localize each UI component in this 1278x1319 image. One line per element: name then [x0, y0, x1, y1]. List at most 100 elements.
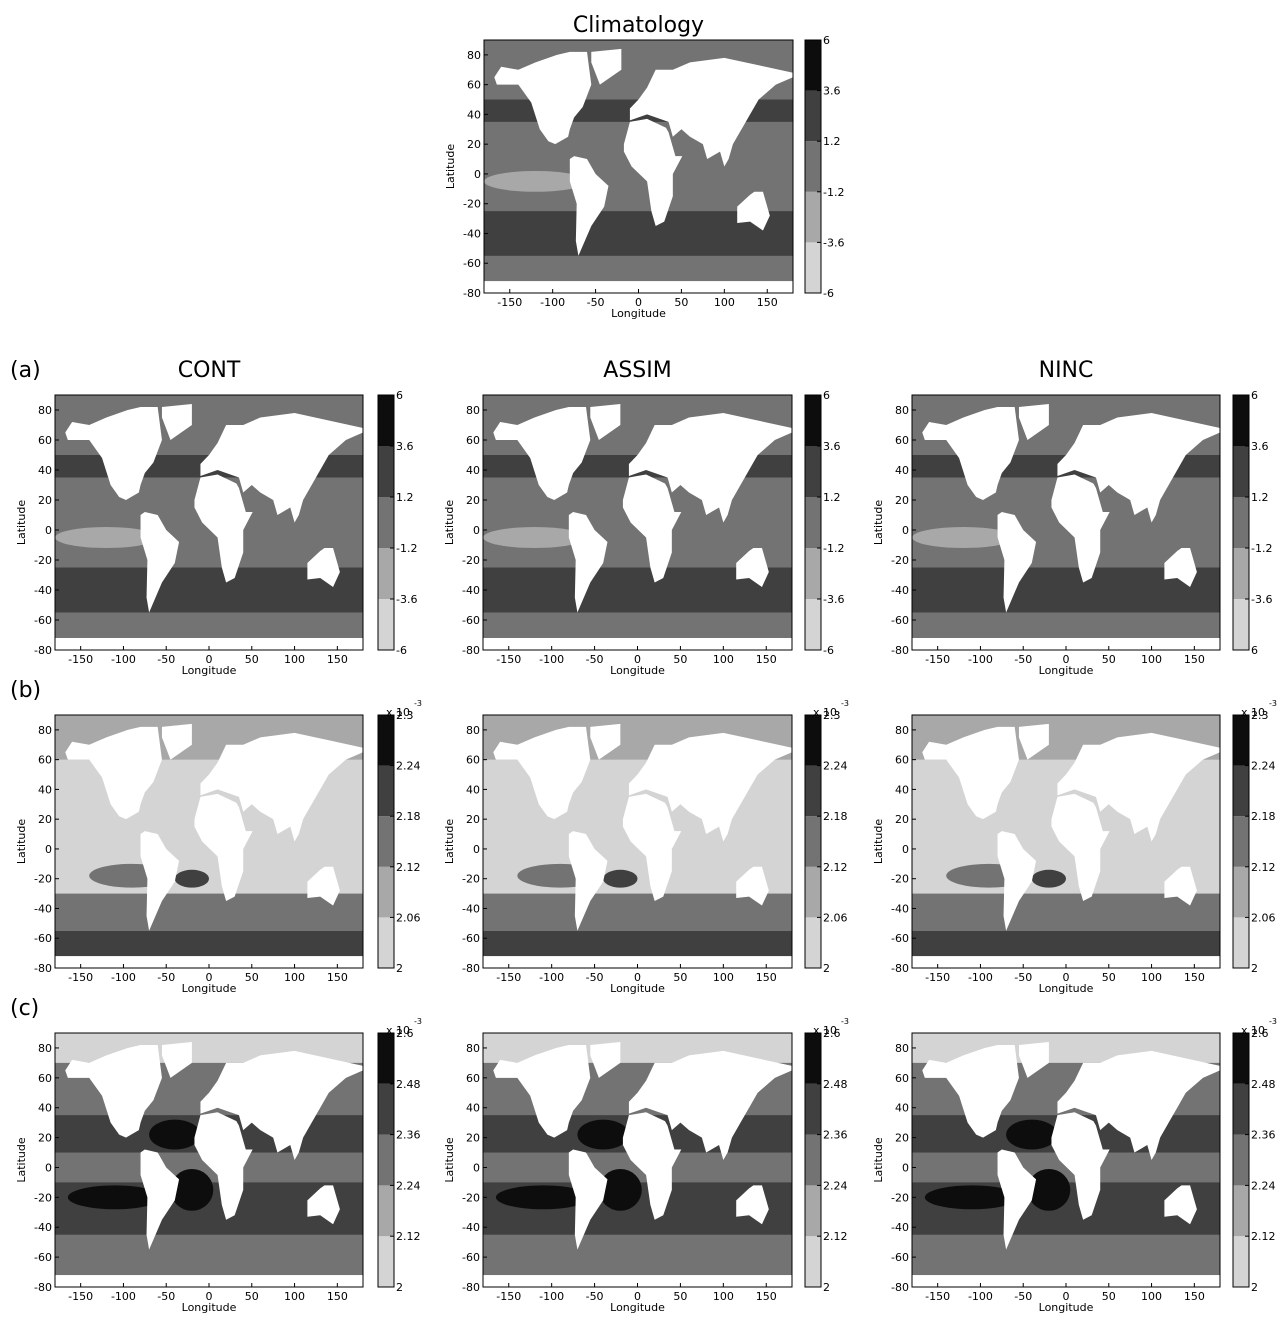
- panel-title: ASSIM: [603, 358, 671, 383]
- y-axis-label: Latitude: [15, 500, 28, 546]
- colorbar-tick-label: 2.6: [1251, 1027, 1269, 1040]
- colorbar-band: [805, 715, 821, 766]
- y-tick-label: -60: [891, 932, 909, 945]
- x-tick-label: 50: [245, 971, 259, 984]
- colorbar-tick-label: -1.2: [396, 542, 417, 555]
- y-tick-label: 60: [38, 434, 52, 447]
- y-axis-label: Latitude: [872, 500, 885, 546]
- y-axis-label: Latitude: [872, 1137, 885, 1183]
- y-tick-label: 60: [466, 1072, 480, 1085]
- x-tick-label: 150: [757, 296, 778, 309]
- colorbar-tick-label: 2.3: [396, 709, 414, 722]
- y-tick-label: -40: [891, 902, 909, 915]
- x-tick-label: -100: [968, 971, 993, 984]
- colorbar-band: [378, 548, 394, 599]
- y-tick-label: 80: [895, 404, 909, 417]
- colorbar-tick-label: 2.12: [396, 1230, 421, 1243]
- colorbar-exponent: -3: [414, 699, 422, 708]
- y-tick-label: 0: [902, 1161, 909, 1174]
- x-tick-label: 100: [1141, 653, 1162, 666]
- panel-title: Climatology: [573, 13, 704, 38]
- colorbar-tick-label: 2.12: [1251, 861, 1276, 874]
- y-tick-label: 0: [473, 524, 480, 537]
- y-tick-label: 20: [895, 813, 909, 826]
- x-tick-label: -150: [68, 971, 93, 984]
- x-tick-label: 150: [1184, 653, 1205, 666]
- colorbar-tick-label: -1.2: [823, 186, 844, 199]
- colorbar-tick-label: 1.2: [1251, 491, 1269, 504]
- colorbar-tick-label: -1.2: [823, 542, 844, 555]
- colorbar-band: [378, 599, 394, 650]
- x-axis-label: Longitude: [182, 664, 237, 677]
- y-tick-label: -60: [891, 1251, 909, 1264]
- colorbar-tick-label: 2.24: [823, 760, 848, 773]
- colorbar-tick-label: 2.36: [396, 1129, 421, 1142]
- map-panel: -150 -100 -50 0 50 100 150 -80 -60 -40 -20 0 20 40 60 8…: [444, 13, 844, 320]
- x-tick-label: 150: [327, 1290, 348, 1303]
- colorbar-tick-label: 2: [396, 1281, 403, 1294]
- map-panel: -150 -100 -50 0 50 100 150 -80 -60 -40 -20 0 20 40 60 8…: [443, 358, 844, 677]
- colorbar-band: [805, 599, 821, 650]
- y-tick-label: -80: [462, 962, 480, 975]
- colorbar-band: [378, 497, 394, 548]
- x-tick-label: 0: [1063, 653, 1070, 666]
- y-tick-label: 80: [38, 724, 52, 737]
- colorbar-tick-label: 2.36: [823, 1129, 848, 1142]
- y-tick-label: -20: [462, 1191, 480, 1204]
- colorbar-band: [1233, 715, 1249, 766]
- y-tick-label: 80: [38, 1042, 52, 1055]
- x-axis-label: Longitude: [611, 307, 666, 320]
- colorbar-band: [805, 141, 821, 192]
- y-tick-label: 20: [466, 494, 480, 507]
- x-tick-label: -150: [496, 653, 521, 666]
- colorbar-scale: x 10: [813, 1024, 837, 1037]
- x-tick-label: 0: [1063, 971, 1070, 984]
- colorbar-band: [805, 191, 821, 243]
- colorbar-tick-label: 2: [1251, 1281, 1258, 1294]
- map-panel: -150 -100 -50 0 50 100 150 -80 -60 -40 -20 0 20 40 60 8…: [10, 358, 417, 677]
- colorbar-band: [1233, 866, 1249, 918]
- y-tick-label: 0: [45, 843, 52, 856]
- colorbar-tick-label: 2.24: [823, 1179, 848, 1192]
- x-tick-label: 50: [1102, 653, 1116, 666]
- x-tick-label: -50: [157, 653, 175, 666]
- y-tick-label: -40: [462, 584, 480, 597]
- y-tick-label: 40: [895, 1102, 909, 1115]
- y-tick-label: 0: [45, 1161, 52, 1174]
- y-tick-label: 80: [895, 724, 909, 737]
- colorbar-band: [805, 866, 821, 918]
- map-panel: -150 -100 -50 0 50 100 150 -80 -60 -40 -20 0 20 40 60 8…: [10, 996, 422, 1314]
- y-axis-label: Latitude: [15, 819, 28, 865]
- y-tick-label: 20: [38, 813, 52, 826]
- y-tick-label: 40: [38, 1102, 52, 1115]
- y-tick-label: -20: [463, 198, 481, 211]
- colorbar-tick-label: -3.6: [396, 593, 417, 606]
- y-tick-label: 80: [466, 1042, 480, 1055]
- colorbar-tick-label: 2.3: [823, 709, 841, 722]
- colorbar-scale: x 10: [1241, 706, 1265, 719]
- x-tick-label: 50: [674, 296, 688, 309]
- y-tick-label: -80: [34, 644, 52, 657]
- x-tick-label: -100: [539, 1290, 564, 1303]
- x-tick-label: -100: [111, 971, 136, 984]
- y-tick-label: 20: [895, 1132, 909, 1145]
- colorbar-tick-label: 3.6: [396, 440, 414, 453]
- colorbar-tick-label: 2: [823, 962, 830, 975]
- colorbar-band: [1233, 1185, 1249, 1237]
- x-axis-label: Longitude: [1039, 1301, 1094, 1314]
- x-tick-label: -50: [586, 653, 604, 666]
- y-tick-label: 80: [467, 49, 481, 62]
- colorbar-tick-label: 2.48: [396, 1078, 421, 1091]
- colorbar-frame: [1232, 714, 1250, 969]
- x-tick-label: 0: [206, 971, 213, 984]
- colorbar-band: [805, 816, 821, 867]
- colorbar-band: [1233, 765, 1249, 817]
- colorbar-band: [378, 1185, 394, 1237]
- x-tick-label: -50: [157, 971, 175, 984]
- map-field: [912, 395, 1220, 650]
- colorbar-band: [378, 395, 394, 446]
- x-tick-label: 100: [713, 971, 734, 984]
- colorbar-band: [805, 1134, 821, 1186]
- colorbar-band: [1233, 1236, 1249, 1287]
- y-tick-label: 40: [466, 1102, 480, 1115]
